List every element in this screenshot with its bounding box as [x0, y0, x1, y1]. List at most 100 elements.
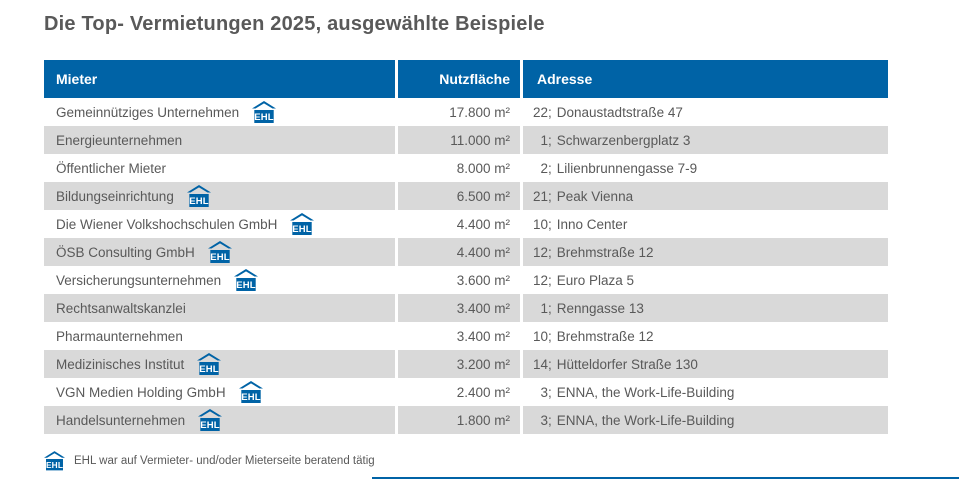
tenant-cell: ÖSB Consulting GmbH EHL — [44, 238, 395, 266]
tenant-cell: Versicherungsunternehmen EHL — [44, 266, 395, 294]
address-district: 3 — [540, 412, 548, 428]
area-cell: 8.000 m² — [395, 154, 520, 182]
address-cell: 22; Donaustadtstraße 47 — [520, 98, 888, 126]
area-cell: 4.400 m² — [395, 238, 520, 266]
address-district: 2 — [540, 160, 548, 176]
area-cell: 2.400 m² — [395, 378, 520, 406]
area-cell: 17.800 m² — [395, 98, 520, 126]
ehl-house-icon: EHL — [186, 185, 211, 207]
svg-text:EHL: EHL — [46, 460, 63, 470]
tenant-cell: Pharmaunternehmen — [44, 322, 395, 350]
address-district: 3 — [540, 384, 548, 400]
address-district: 10 — [532, 216, 548, 232]
area-cell: 6.500 m² — [395, 182, 520, 210]
address-street: Hütteldorfer Straße 130 — [556, 356, 698, 372]
svg-text:EHL: EHL — [200, 420, 220, 431]
tenant-name: Versicherungsunternehmen — [56, 272, 222, 288]
address-separator: ; — [548, 272, 552, 288]
table-row: Handelsunternehmen EHL 1.800 m² 3; ENNA, … — [44, 406, 888, 434]
address-separator: ; — [548, 356, 552, 372]
footnote-text: EHL war auf Vermieter- und/oder Mieterse… — [74, 454, 375, 467]
address-street: Euro Plaza 5 — [556, 272, 635, 288]
tenant-name: Die Wiener Volkshochschulen GmbH — [56, 216, 278, 232]
tenant-cell: Gemeinnütziges Unternehmen EHL — [44, 98, 395, 126]
table-row: Bildungseinrichtung EHL 6.500 m² 21; Peak… — [44, 182, 888, 210]
tenant-cell: Öffentlicher Mieter — [44, 154, 395, 182]
tenant-cell: Bildungseinrichtung EHL — [44, 182, 395, 210]
tenant-cell: Medizinisches Institut EHL — [44, 350, 395, 378]
bottom-accent-line — [372, 477, 959, 479]
svg-text:EHL: EHL — [241, 392, 261, 403]
address-district: 14 — [532, 356, 548, 372]
column-header-adresse: Adresse — [520, 60, 888, 98]
tenant-name: Öffentlicher Mieter — [56, 160, 167, 176]
address-street: Brehmstraße 12 — [556, 244, 654, 260]
address-street: Brehmstraße 12 — [556, 328, 654, 344]
address-street: ENNA, the Work-Life-Building — [556, 384, 735, 400]
svg-text:EHL: EHL — [236, 280, 256, 291]
ehl-house-icon: EHL — [198, 409, 223, 431]
address-cell: 12; Brehmstraße 12 — [520, 238, 888, 266]
table-row: Pharmaunternehmen 3.400 m² 10; Brehmstraß… — [44, 322, 888, 350]
area-cell: 3.600 m² — [395, 266, 520, 294]
address-cell: 2; Lilienbrunnengasse 7-9 — [520, 154, 888, 182]
address-street: Donaustadtstraße 47 — [556, 104, 683, 120]
address-separator: ; — [548, 412, 552, 428]
address-separator: ; — [548, 188, 552, 204]
svg-text:EHL: EHL — [254, 112, 274, 123]
tenant-name: Bildungseinrichtung — [56, 188, 174, 204]
address-cell: 12; Euro Plaza 5 — [520, 266, 888, 294]
page-title: Die Top- Vermietungen 2025, ausgewählte … — [44, 13, 545, 35]
tenant-name: Rechtsanwaltskanzlei — [56, 300, 186, 316]
address-separator: ; — [548, 104, 552, 120]
address-street: Lilienbrunnengasse 7-9 — [556, 160, 698, 176]
address-cell: 1; Schwarzenbergplatz 3 — [520, 126, 888, 154]
ehl-house-icon: EHL — [207, 241, 232, 263]
address-cell: 3; ENNA, the Work-Life-Building — [520, 406, 888, 434]
address-separator: ; — [548, 132, 552, 148]
table-row: Energieunternehmen 11.000 m² 1; Schwarzen… — [44, 126, 888, 154]
ehl-house-icon: EHL — [290, 213, 315, 235]
tenant-name: Medizinisches Institut — [56, 356, 185, 372]
table-row: Rechtsanwaltskanzlei 3.400 m² 1; Renngass… — [44, 294, 888, 322]
address-district: 21 — [532, 188, 548, 204]
address-district: 22 — [532, 104, 548, 120]
tenant-name: Pharmaunternehmen — [56, 328, 183, 344]
address-street: Inno Center — [556, 216, 628, 232]
svg-text:EHL: EHL — [200, 364, 220, 375]
address-district: 1 — [540, 132, 548, 148]
column-header-nutzflaeche: Nutzfläche — [395, 60, 520, 98]
address-cell: 10; Brehmstraße 12 — [520, 322, 888, 350]
address-cell: 21; Peak Vienna — [520, 182, 888, 210]
tenant-cell: Die Wiener Volkshochschulen GmbH EHL — [44, 210, 395, 238]
rentals-table: Mieter Nutzfläche Adresse Gemeinnütziges… — [44, 60, 888, 434]
ehl-house-icon: EHL — [44, 451, 65, 471]
tenant-name: Gemeinnütziges Unternehmen — [56, 104, 240, 120]
address-cell: 14; Hütteldorfer Straße 130 — [520, 350, 888, 378]
table-row: Medizinisches Institut EHL 3.200 m² 14; H… — [44, 350, 888, 378]
address-district: 10 — [532, 328, 548, 344]
tenant-name: Energieunternehmen — [56, 132, 183, 148]
address-district: 1 — [540, 300, 548, 316]
area-cell: 1.800 m² — [395, 406, 520, 434]
address-district: 12 — [532, 244, 548, 260]
area-cell: 11.000 m² — [395, 126, 520, 154]
address-cell: 1; Renngasse 13 — [520, 294, 888, 322]
area-cell: 3.400 m² — [395, 294, 520, 322]
svg-text:EHL: EHL — [210, 252, 230, 263]
area-cell: 3.200 m² — [395, 350, 520, 378]
ehl-house-icon: EHL — [238, 381, 263, 403]
table-row: VGN Medien Holding GmbH EHL 2.400 m² 3; E… — [44, 378, 888, 406]
address-street: Peak Vienna — [556, 188, 634, 204]
address-cell: 3; ENNA, the Work-Life-Building — [520, 378, 888, 406]
column-header-mieter: Mieter — [56, 71, 98, 87]
table-row: Die Wiener Volkshochschulen GmbH EHL 4.4… — [44, 210, 888, 238]
table-header-row: Mieter Nutzfläche Adresse — [44, 60, 888, 98]
address-street: Renngasse 13 — [556, 300, 644, 316]
tenant-name: Handelsunternehmen — [56, 412, 186, 428]
address-street: ENNA, the Work-Life-Building — [556, 412, 735, 428]
address-separator: ; — [548, 216, 552, 232]
table-row: Gemeinnütziges Unternehmen EHL 17.800 m²… — [44, 98, 888, 126]
address-separator: ; — [548, 300, 552, 316]
